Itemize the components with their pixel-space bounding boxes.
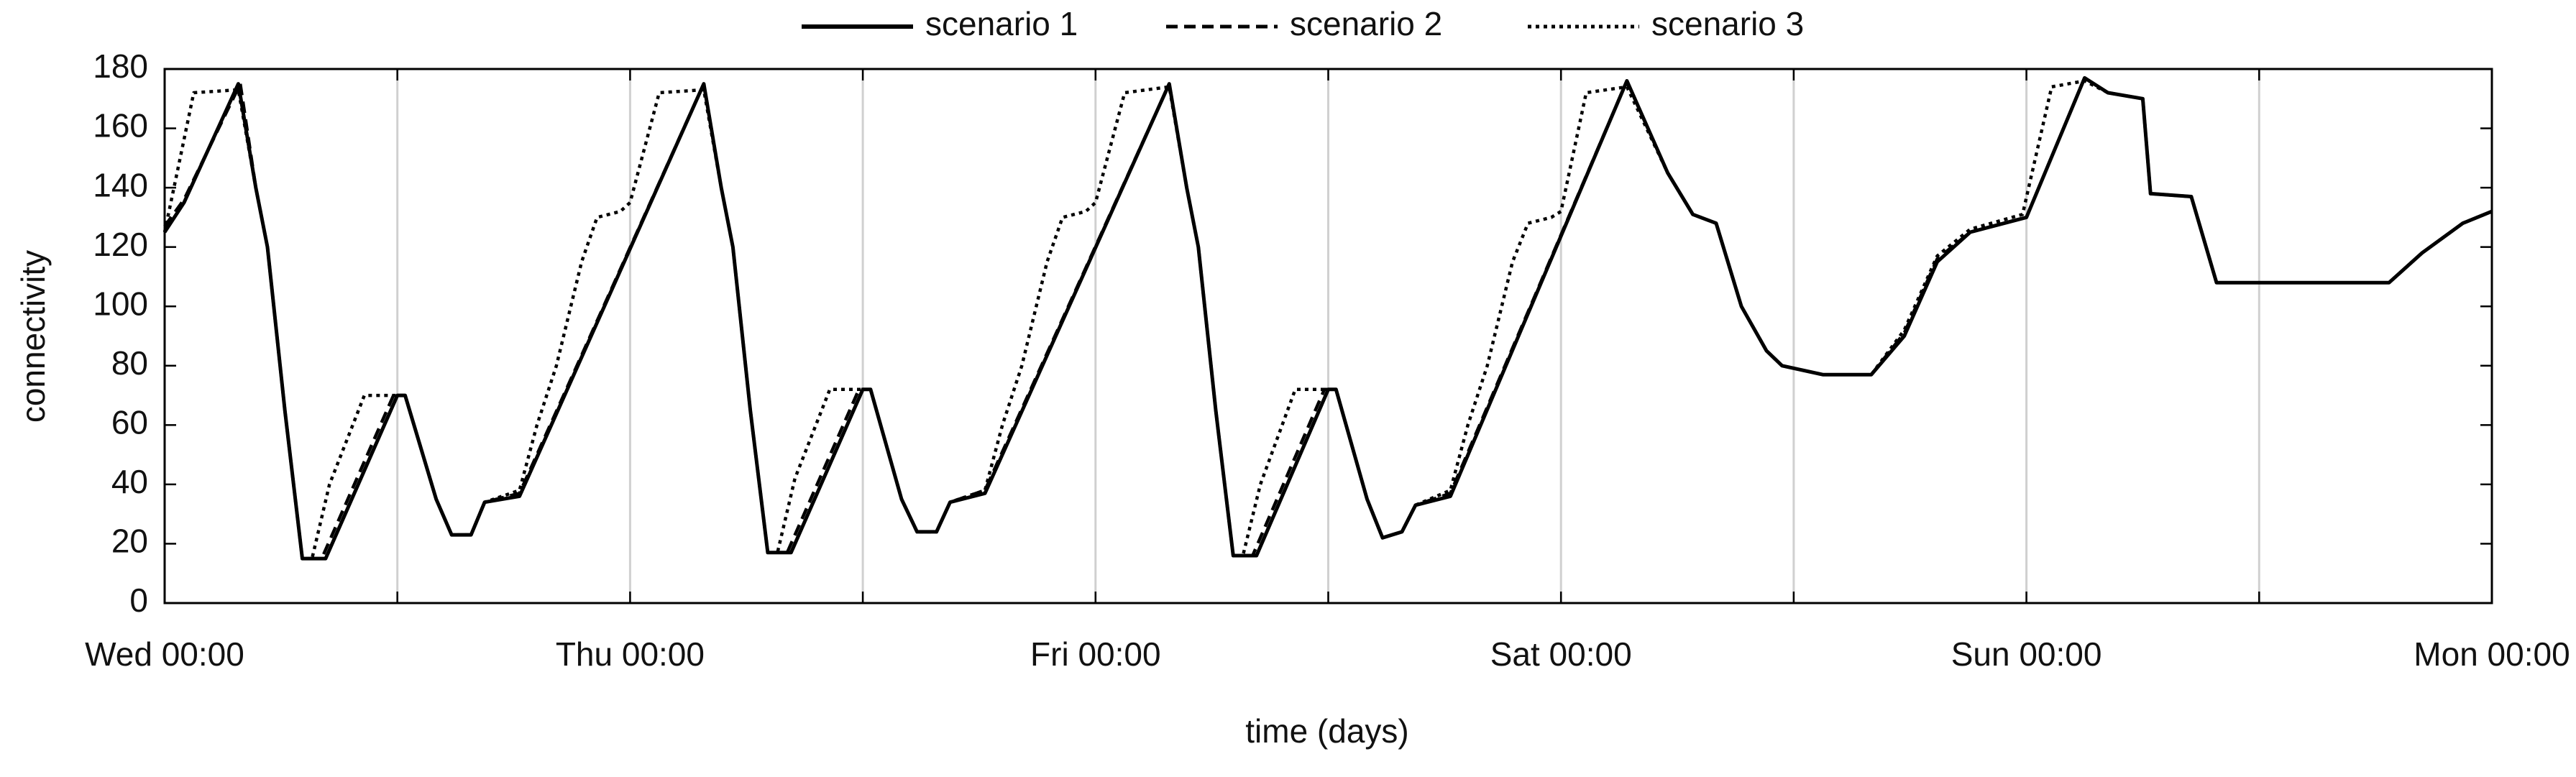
y-tick-label: 60	[111, 403, 148, 441]
y-tick-label: 180	[93, 47, 148, 85]
y-tick-label: 140	[93, 166, 148, 203]
y-tick-label: 40	[111, 463, 148, 500]
y-tick-label: 20	[111, 523, 148, 560]
x-tick-label: Sat 00:00	[1490, 635, 1632, 673]
x-tick-label: Wed 00:00	[85, 635, 244, 673]
y-tick-label: 0	[129, 581, 148, 619]
x-tick-label: Sun 00:00	[1951, 635, 2102, 673]
series-line	[162, 79, 2493, 561]
y-tick-label: 120	[93, 226, 148, 263]
x-tick-label: Fri 00:00	[1030, 635, 1161, 673]
y-tick-label: 100	[93, 285, 148, 322]
x-axis-label: time (days)	[1245, 712, 1408, 750]
series-line	[163, 76, 2493, 561]
y-tick-label: 80	[111, 344, 148, 382]
plot-frame	[163, 68, 2493, 604]
legend-label: scenario 3	[1651, 5, 1804, 42]
legend-label: scenario 1	[925, 5, 1078, 42]
y-tick-label: 160	[93, 107, 148, 144]
legend-label: scenario 2	[1290, 5, 1442, 42]
y-axis-label: connectivity	[14, 250, 52, 423]
x-tick-label: Thu 00:00	[556, 635, 705, 673]
x-tick-label: Mon 00:00	[2414, 635, 2570, 673]
